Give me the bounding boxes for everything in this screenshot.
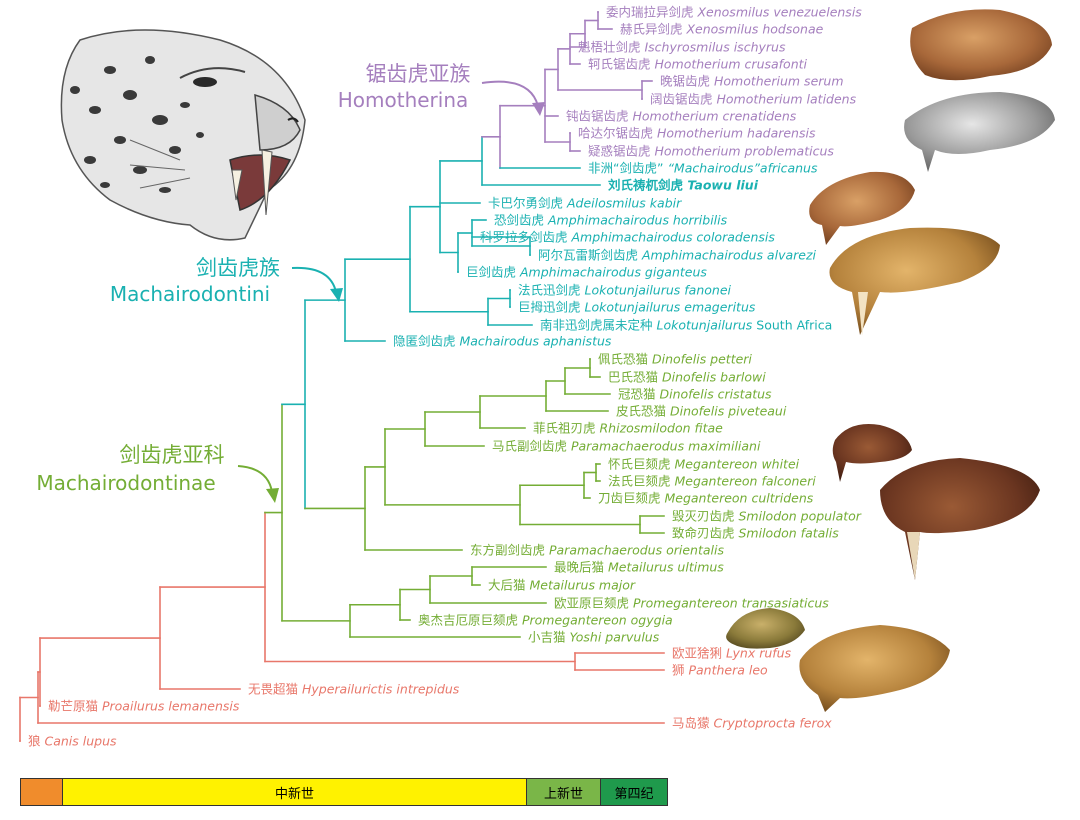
taxon-label: 巴氏恐猫 Dinofelis barlowi	[608, 370, 766, 385]
skull-images	[726, 9, 1055, 712]
taxon-label: 欧亚原巨颏虎 Promegantereon transasiaticus	[554, 596, 829, 611]
taxon-label: 法氏巨颏虎 Megantereon falconeri	[608, 474, 816, 489]
machairodontini-arrow	[291, 266, 337, 293]
skull-taowu	[809, 171, 915, 245]
taxon-label: 卡巴尔勇剑虎 Adeilosmilus kabir	[488, 196, 682, 211]
machairodontinae-latin-label: Machairodontinae	[36, 471, 215, 495]
taxon-label: 皮氏恐猫 Dinofelis piveteaui	[616, 404, 787, 419]
taxon-label: 马氏副剑齿虎 Paramachaerodus maximiliani	[492, 439, 761, 454]
taxon-label: 魁梧壮剑虎 Ischyrosmilus ischyrus	[578, 40, 786, 55]
taxon-label: 致命刃齿虎 Smilodon fatalis	[672, 526, 839, 541]
timescale-quaternary: 第四纪	[600, 778, 668, 806]
machairodontinae-arrowhead	[266, 488, 279, 503]
taxon-label: 菲氏祖刃虎 Rhizosmilodon fitae	[533, 421, 723, 436]
taxon-label: 哈达尔锯齿虎 Homotherium hadarensis	[578, 126, 816, 141]
group-machairodontini: 剑齿虎族 Machairodontini	[110, 256, 343, 306]
taxon-label: 欧亚猞猁 Lynx rufus	[672, 646, 792, 661]
skull-smilodon	[880, 458, 1040, 580]
homotherina-arrow	[481, 80, 539, 107]
homotherina-arrowhead	[532, 102, 545, 116]
taxon-label: 佩氏恐猫 Dinofelis petteri	[598, 352, 752, 367]
taxon-label: 轲氏锯齿虎 Homotherium crusafonti	[588, 57, 808, 72]
group-machairodontinae: 剑齿虎亚科 Machairodontinae	[36, 443, 279, 503]
taxon-label: 马岛獴 Cryptoprocta ferox	[672, 716, 832, 731]
taxon-label: 非洲“剑齿虎” “Machairodus”africanus	[588, 161, 818, 176]
tree-branches	[19, 11, 665, 742]
timescale-paleogene	[20, 778, 62, 806]
taxon-label: 大后猫 Metailurus major	[488, 578, 636, 593]
taxon-label: 巨剑齿虎 Amphimachairodus giganteus	[466, 265, 707, 280]
skull-homotherium-3d	[904, 92, 1055, 172]
timescale-miocene: 中新世	[62, 778, 526, 806]
sabertooth-head-sketch	[38, 16, 310, 252]
taxon-label: 小吉猫 Yoshi parvulus	[528, 630, 660, 645]
homotherina-latin-label: Homotherina	[338, 88, 469, 112]
skull-dinofelis	[832, 424, 912, 482]
taxon-label: 疑惑锯齿虎 Homotherium problematicus	[588, 144, 834, 159]
machairodontinae-cn-label: 剑齿虎亚科	[120, 443, 225, 467]
group-homotherina: 锯齿虎亚族 Homotherina	[338, 62, 545, 116]
skull-amphimachairodus	[829, 227, 1000, 336]
skull-lynx	[726, 608, 805, 649]
taxon-label: 法氏迅剑虎 Lokotunjailurus fanonei	[518, 283, 732, 298]
skull-panthera	[799, 625, 950, 712]
taxon-label: 科罗拉多剑齿虎 Amphimachairodus coloradensis	[480, 230, 775, 245]
taxon-label: 恐剑齿虎 Amphimachairodus horribilis	[494, 213, 728, 228]
taxon-label: 奥杰吉厄原巨颏虎 Promegantereon ogygia	[418, 613, 673, 628]
taxon-label: 狼 Canis lupus	[28, 734, 117, 749]
skull-xenosmilus	[910, 9, 1052, 81]
taxon-label: 冠恐猫 Dinofelis cristatus	[618, 387, 772, 402]
taxon-label: 最晚后猫 Metailurus ultimus	[554, 560, 724, 575]
taxon-label: 委内瑞拉异剑虎 Xenosmilus venezuelensis	[606, 5, 862, 20]
taxon-label: 巨拇迅剑虎 Lokotunjailurus emageritus	[518, 300, 756, 315]
taxon-label: 刘氏祷杌剑虎 Taowu liui	[608, 178, 759, 193]
taxon-label: 狮 Panthera leo	[672, 663, 768, 678]
taxon-label: 赫氏异剑虎 Xenosmilus hodsonae	[620, 22, 824, 37]
taxon-label: 怀氏巨颏虎 Megantereon whitei	[608, 457, 800, 472]
taxon-label: 南非迅剑虎属未定种 Lokotunjailurus South Africa	[540, 318, 832, 333]
taxon-label: 晚锯齿虎 Homotherium serum	[660, 74, 844, 89]
taxon-labels: 委内瑞拉异剑虎 Xenosmilus venezuelensis 赫氏异剑虎 Xe…	[28, 5, 862, 749]
homotherina-cn-label: 锯齿虎亚族	[366, 62, 471, 86]
taxon-label: 东方副剑齿虎 Paramachaerodus orientalis	[470, 543, 724, 558]
taxon-label: 勒芒原猫 Proailurus lemanensis	[48, 699, 240, 714]
taxon-label: 无畏超猫 Hyperailurictis intrepidus	[248, 682, 460, 697]
machairodontinae-arrow	[237, 465, 273, 493]
taxon-label: 毁灭刃齿虎 Smilodon populator	[672, 509, 862, 524]
taxon-label: 刀齿巨颏虎 Megantereon cultridens	[598, 491, 814, 506]
machairodontini-cn-label: 剑齿虎族	[196, 256, 280, 280]
taxon-label: 钝齿锯齿虎 Homotherium crenatidens	[566, 109, 797, 124]
taxon-label: 阿尔瓦雷斯剑齿虎 Amphimachairodus alvarezi	[538, 248, 817, 263]
taxon-label: 隐匿剑齿虎 Machairodus aphanistus	[393, 334, 612, 349]
machairodontini-latin-label: Machairodontini	[110, 282, 270, 306]
timescale-pliocene: 上新世	[526, 778, 600, 806]
machairodontini-arrowhead	[330, 288, 343, 302]
taxon-label: 阔齿锯齿虎 Homotherium latidens	[650, 92, 857, 107]
